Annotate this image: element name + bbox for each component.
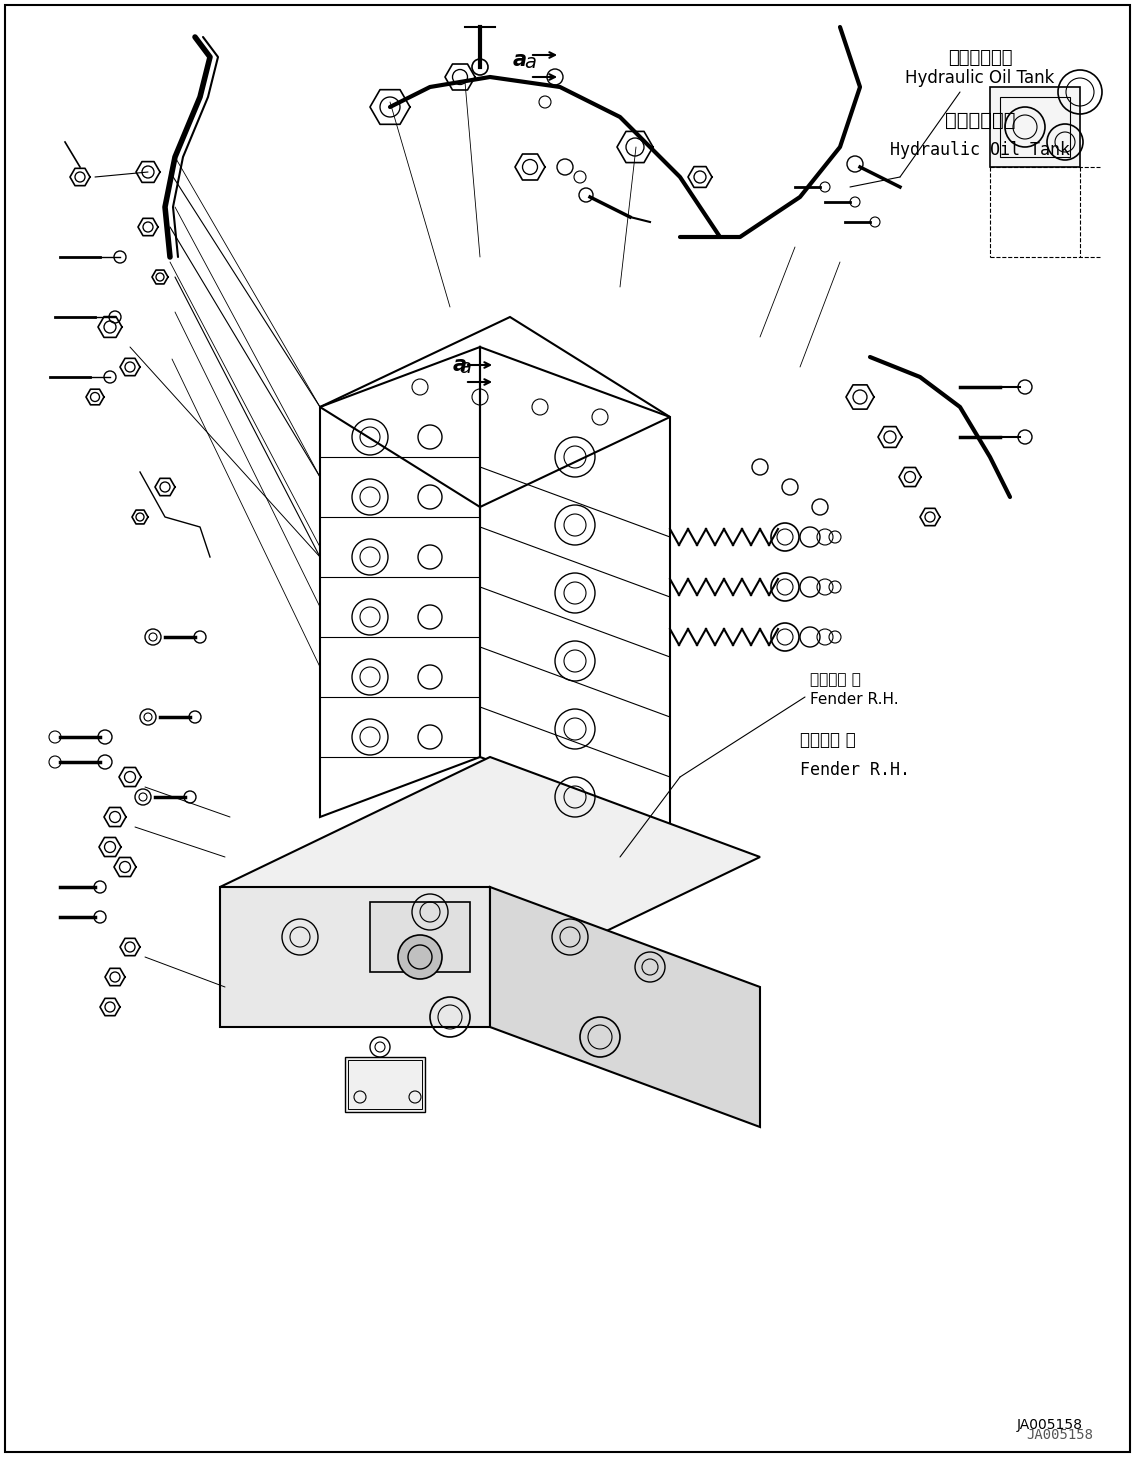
Text: JA005158: JA005158 bbox=[1017, 1418, 1083, 1432]
Text: JA005158: JA005158 bbox=[1026, 1428, 1093, 1442]
Polygon shape bbox=[220, 887, 490, 1027]
Text: Hydraulic Oil Tank: Hydraulic Oil Tank bbox=[906, 68, 1054, 87]
Text: a: a bbox=[524, 52, 536, 71]
Bar bbox=[990, 87, 1081, 168]
Bar bbox=[345, 1056, 424, 1112]
Bar bbox=[1000, 98, 1070, 157]
Text: 作動油タンク: 作動油タンク bbox=[948, 50, 1012, 67]
Polygon shape bbox=[490, 887, 760, 1128]
Text: フェンダ 右: フェンダ 右 bbox=[800, 731, 856, 749]
Text: a: a bbox=[459, 358, 471, 377]
Text: フェンダ 右: フェンダ 右 bbox=[810, 672, 860, 688]
Bar bbox=[370, 902, 470, 972]
Text: Hydraulic Oil Tank: Hydraulic Oil Tank bbox=[890, 141, 1070, 159]
Polygon shape bbox=[220, 758, 760, 986]
Text: Fender R.H.: Fender R.H. bbox=[800, 761, 910, 779]
Bar bbox=[348, 1061, 422, 1109]
Text: Fender R.H.: Fender R.H. bbox=[810, 692, 899, 707]
Text: 作動油タンク: 作動油タンク bbox=[944, 111, 1015, 130]
Text: a: a bbox=[513, 50, 527, 70]
Circle shape bbox=[398, 935, 442, 979]
Text: a: a bbox=[453, 356, 468, 374]
